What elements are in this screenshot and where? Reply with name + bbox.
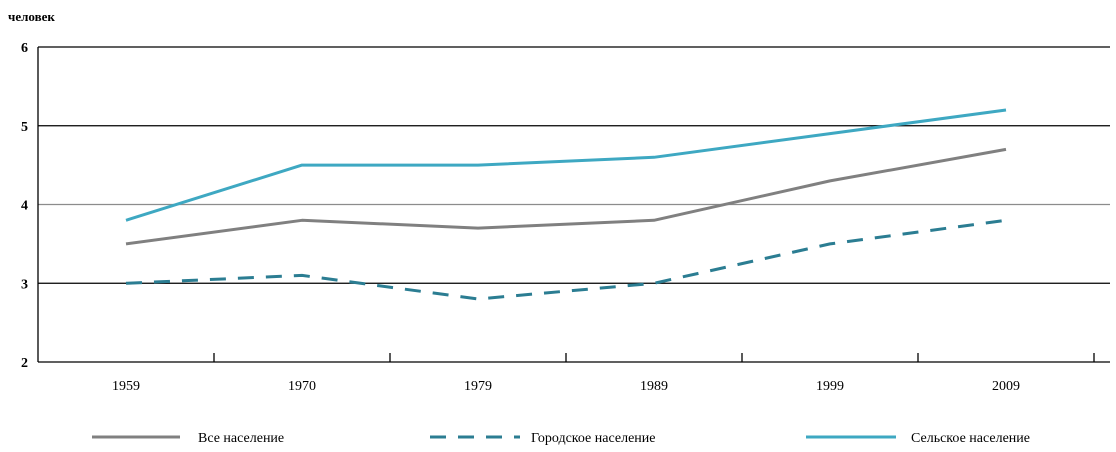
legend-label-3: Сельское население — [911, 431, 1030, 446]
x-tick-label-2009: 2009 — [992, 379, 1020, 394]
x-tick-label-1999: 1999 — [816, 379, 844, 394]
x-tick-label-1989: 1989 — [640, 379, 668, 394]
legend-label-2: Городское население — [531, 431, 655, 446]
series-line-2 — [125, 218, 1007, 301]
y-tick-label-2: 2 — [21, 356, 28, 371]
series-lines — [125, 108, 1007, 301]
y-tick-label-3: 3 — [21, 277, 28, 292]
x-tick-label-1970: 1970 — [288, 379, 316, 394]
y-tick-label-5: 5 — [21, 120, 28, 135]
legend: Все население Городское население Сельское… — [92, 431, 1030, 446]
x-axis-ticks: 1959 1970 1979 1989 1999 2009 — [112, 379, 1020, 394]
x-tick-label-1979: 1979 — [464, 379, 492, 394]
y-axis-unit-label: человек — [8, 9, 55, 24]
axes — [37, 47, 1110, 363]
series-line-3 — [125, 108, 1007, 222]
y-axis-ticks: 2 3 4 5 6 — [21, 41, 28, 371]
y-tick-label-4: 4 — [21, 199, 28, 214]
gridlines — [38, 46, 1110, 284]
series-line-1 — [125, 147, 1007, 246]
y-tick-label-6: 6 — [21, 41, 28, 56]
legend-label-1: Все население — [198, 431, 284, 446]
x-tick-label-1959: 1959 — [112, 379, 140, 394]
